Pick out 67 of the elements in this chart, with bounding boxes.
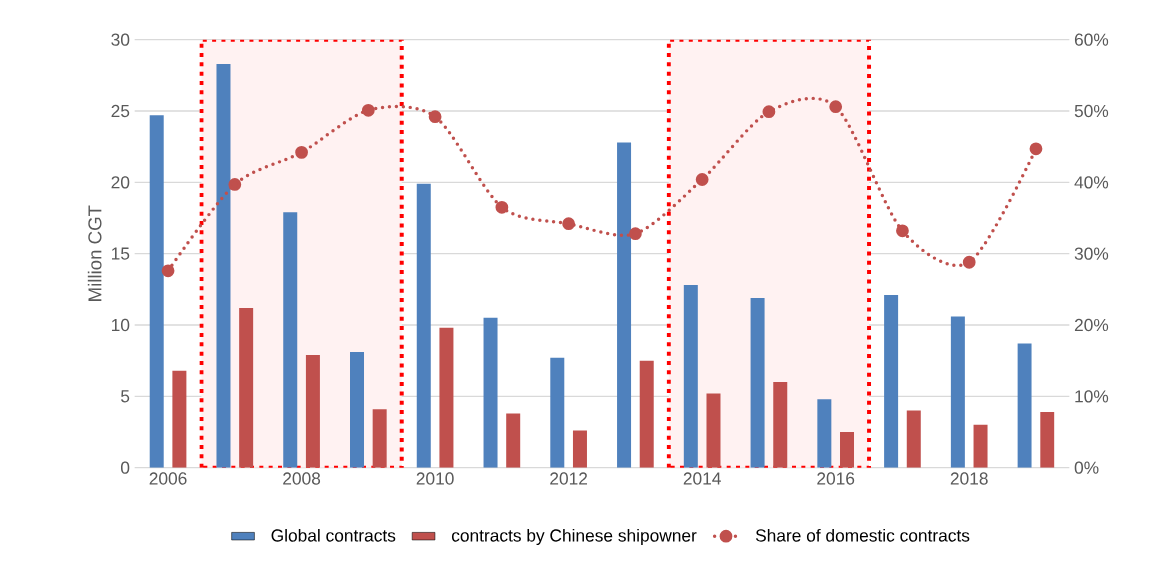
bar (950, 316, 965, 468)
bar (773, 382, 788, 468)
y-tick-label: 10 (112, 318, 130, 332)
point (361, 103, 375, 117)
bar (550, 357, 565, 468)
bar (239, 307, 254, 468)
bar (416, 183, 431, 468)
point (628, 227, 642, 241)
x-tick-label: 2016 (817, 472, 855, 485)
bar (750, 297, 765, 468)
bar (906, 410, 921, 468)
x-tick-label: 2008 (283, 472, 321, 485)
bar (305, 354, 320, 468)
y2-tick-label: 40% (1074, 176, 1109, 189)
y2-tick-label: 30% (1074, 247, 1109, 260)
bar (706, 393, 721, 468)
legend-label: contracts by Chinese shipowner (451, 528, 697, 546)
y2-tick-label: 0% (1074, 461, 1099, 474)
y-axis-title: Million CGT (87, 205, 102, 301)
bar (973, 424, 988, 468)
point (228, 178, 242, 191)
y2-tick-label: 50% (1074, 104, 1109, 118)
bar (639, 360, 654, 468)
y2-tick-label: 20% (1074, 318, 1109, 332)
x-tick-label: 2010 (416, 472, 454, 485)
y-tick-label: 15 (112, 247, 130, 260)
bar (617, 142, 632, 468)
bar (216, 63, 231, 468)
x-tick-label: 2012 (550, 472, 588, 485)
bar (283, 212, 298, 468)
point (962, 255, 976, 269)
x-tick-label: 2006 (149, 472, 187, 485)
bar (506, 413, 521, 468)
point (562, 217, 576, 231)
point (762, 105, 776, 119)
x-tick-label: 2014 (683, 472, 721, 485)
y-tick-label: 20 (111, 176, 130, 189)
x-tick-label: 2018 (950, 472, 988, 485)
legend-label: Global contracts (271, 528, 396, 542)
y-tick-label: 5 (121, 390, 130, 403)
bar (172, 370, 187, 468)
bar (149, 115, 164, 468)
bar (439, 327, 454, 468)
bar (840, 432, 855, 468)
bar (683, 285, 698, 468)
point (1029, 142, 1043, 156)
y2-tick-label: 60% (1074, 33, 1109, 46)
bar (1040, 412, 1055, 468)
y-tick-label: 0 (120, 461, 130, 474)
bar (884, 295, 899, 468)
bar (483, 317, 498, 468)
y-tick-label: 30 (111, 33, 130, 46)
point (896, 224, 909, 238)
point (295, 145, 308, 159)
y-tick-label: 25 (111, 104, 130, 118)
bar (372, 409, 387, 468)
point (161, 264, 175, 278)
point (695, 173, 709, 186)
y2-tick-label: 10% (1075, 390, 1109, 403)
point (428, 110, 442, 124)
legend-label: Share of domestic contracts (755, 528, 970, 542)
bar (350, 352, 365, 468)
bar (817, 399, 832, 468)
bar (1017, 343, 1032, 468)
bar (572, 430, 587, 468)
point (495, 200, 509, 214)
point (829, 100, 843, 114)
